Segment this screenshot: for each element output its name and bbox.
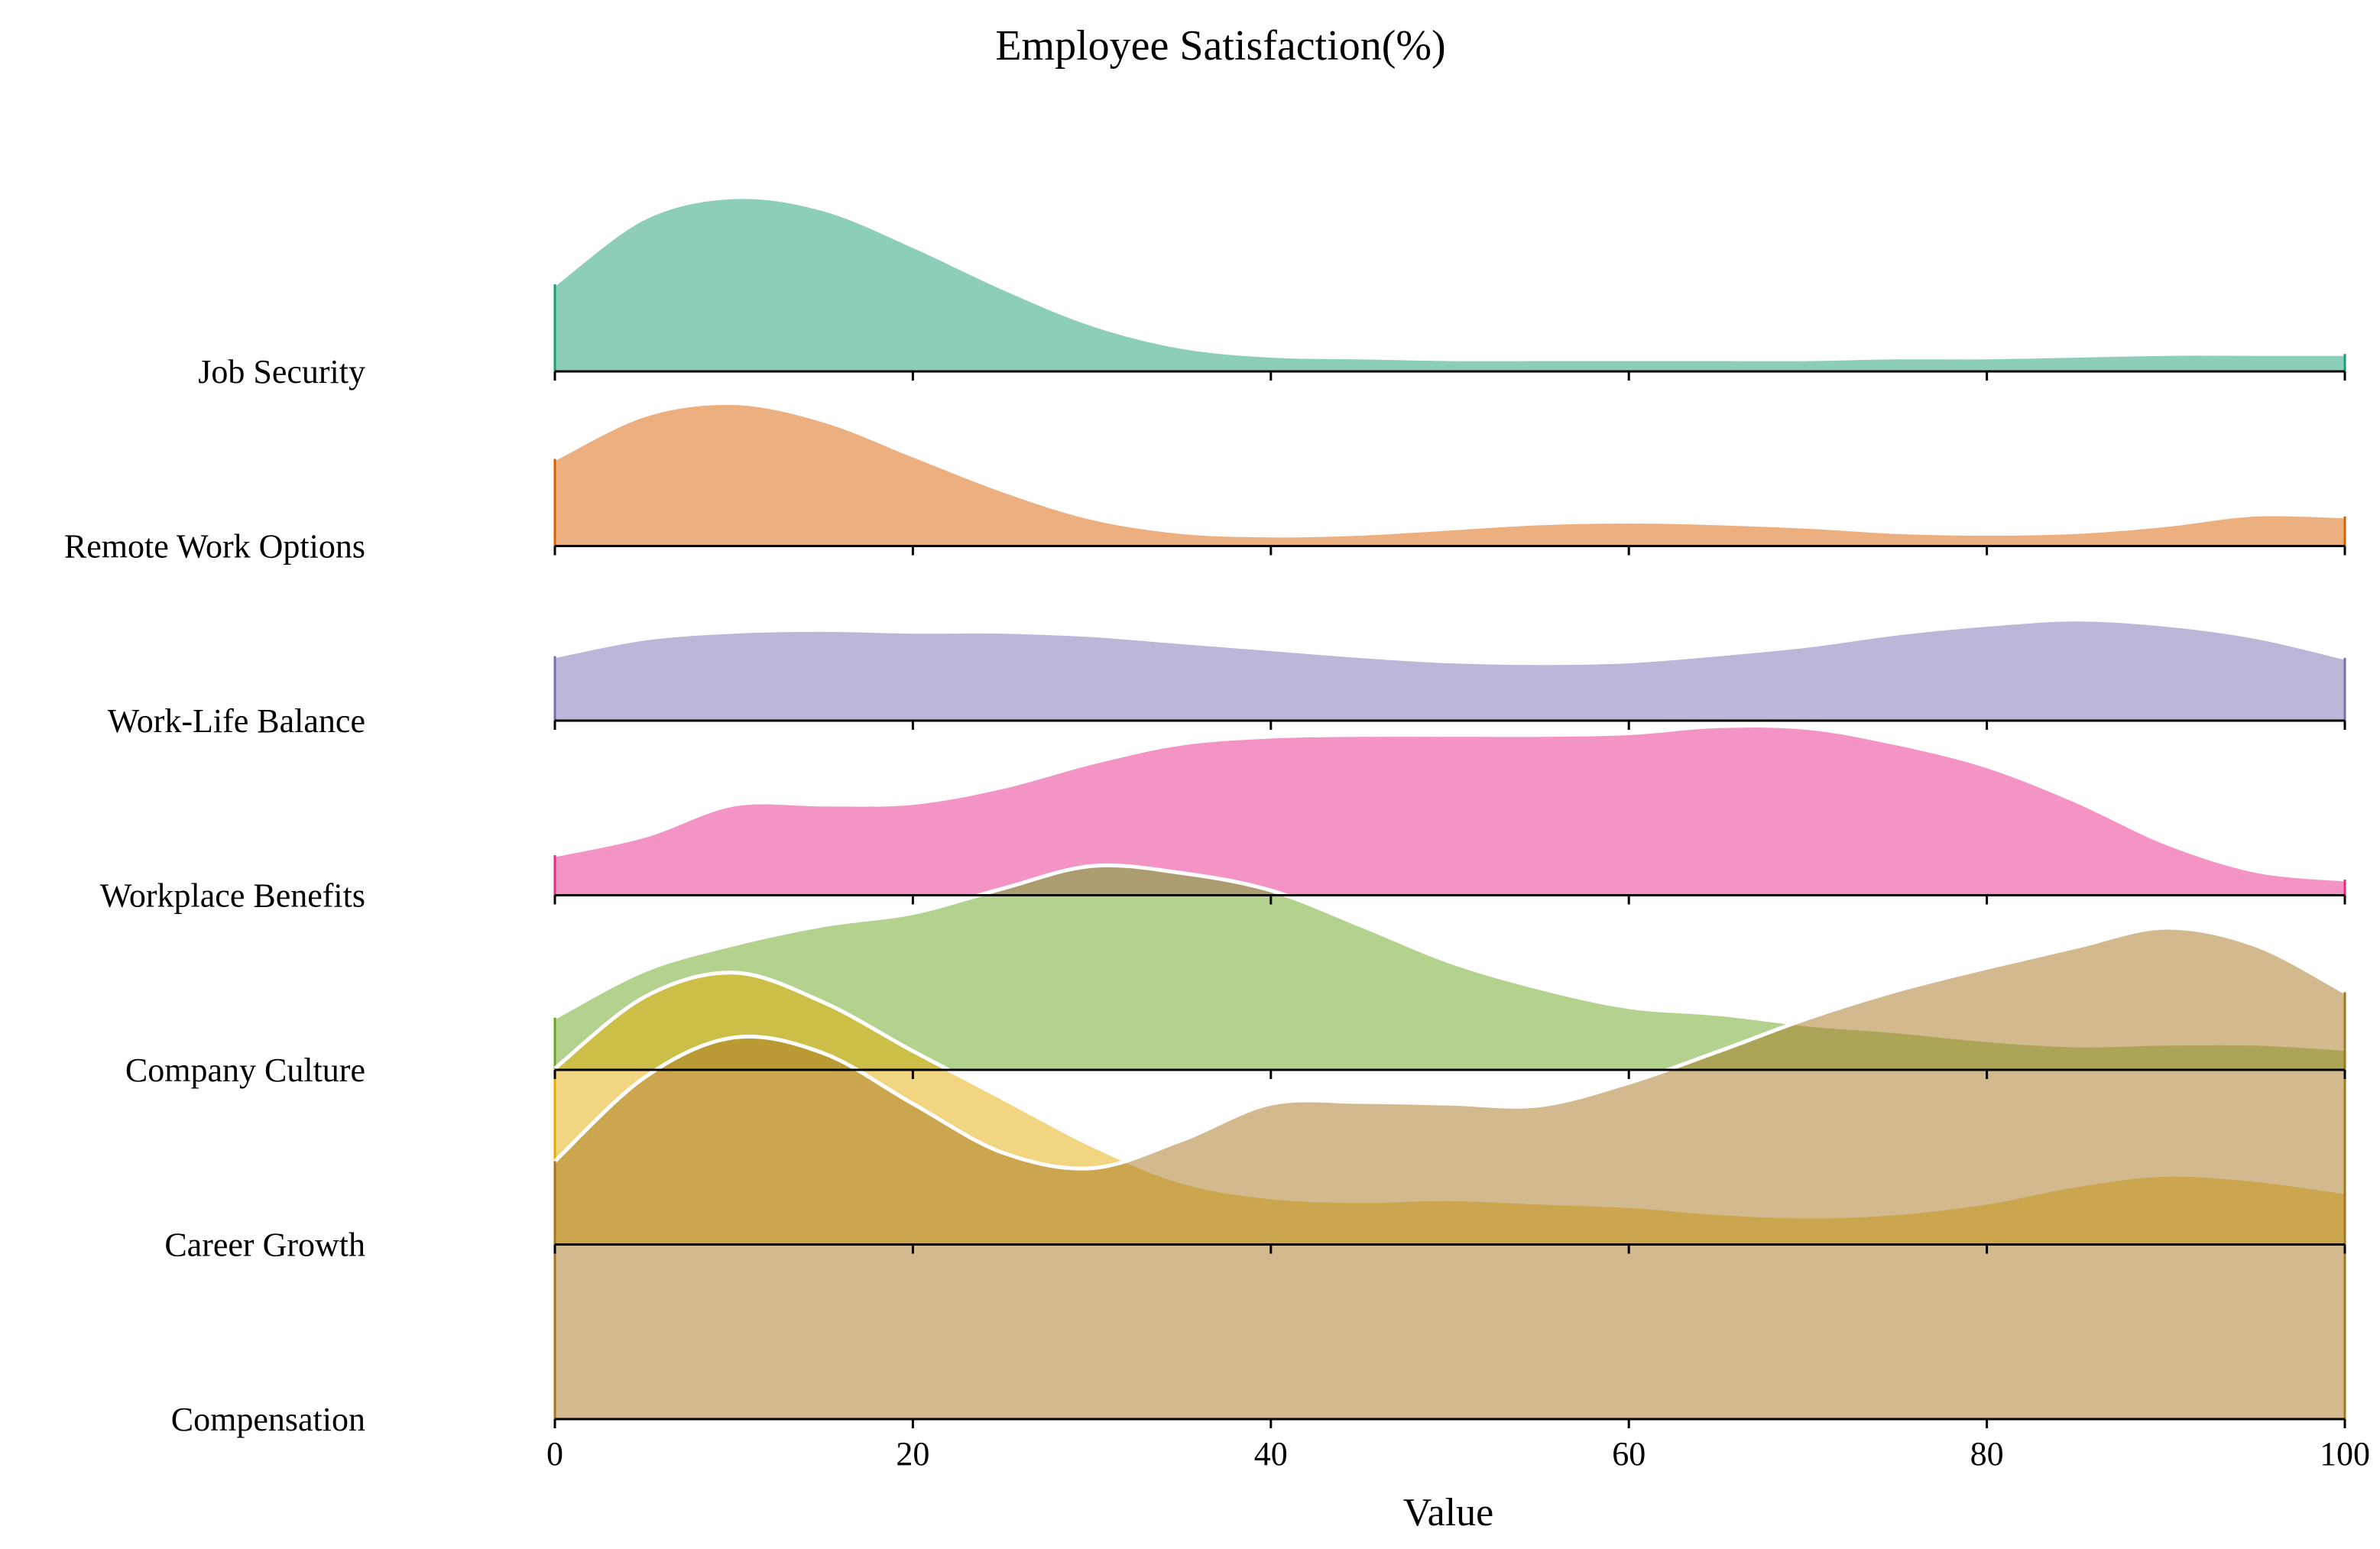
chart-title: Employee Satisfaction(%) [995,22,1445,70]
x-axis-label: Value [1403,1491,1493,1534]
category-label: Remote Work Options [64,528,365,565]
category-labels: Job Security Remote Work Options Work-Life… [64,353,365,1438]
category-label: Career Growth [164,1227,365,1264]
ridge-compensation [553,925,2346,1419]
x-tick-label: 80 [1970,1435,2004,1473]
density-outline [554,617,2346,666]
density-area [555,196,2345,371]
x-axis: 0 20 40 60 80 100 [546,370,2370,1473]
density-area [555,725,2345,896]
ridge-workplace-benefits [553,724,2346,896]
x-tick-label: 40 [1254,1435,1288,1473]
category-label: Work-Life Balance [108,702,365,740]
x-tick-label: 20 [896,1435,929,1473]
x-tick-label: 60 [1612,1435,1646,1473]
density-area [555,927,2345,1419]
density-outline [553,400,2346,538]
ridge-job-security [553,195,2346,371]
density-area [555,619,2345,721]
density-area [555,403,2345,546]
category-label: Job Security [198,353,365,390]
category-label: Company Culture [125,1052,365,1089]
density-outline [554,724,2346,882]
ridges [553,195,2346,1419]
density-outline [553,195,2345,361]
category-label: Compensation [171,1401,365,1438]
density-area [555,865,2345,1070]
ridge-remote-work-options [553,400,2346,546]
density-outline [553,925,2346,1171]
category-label: Workplace Benefits [100,877,365,915]
x-tick-label: 0 [546,1435,563,1473]
x-tick-label: 100 [2320,1435,2370,1473]
ridge-work-life-balance [553,617,2346,721]
